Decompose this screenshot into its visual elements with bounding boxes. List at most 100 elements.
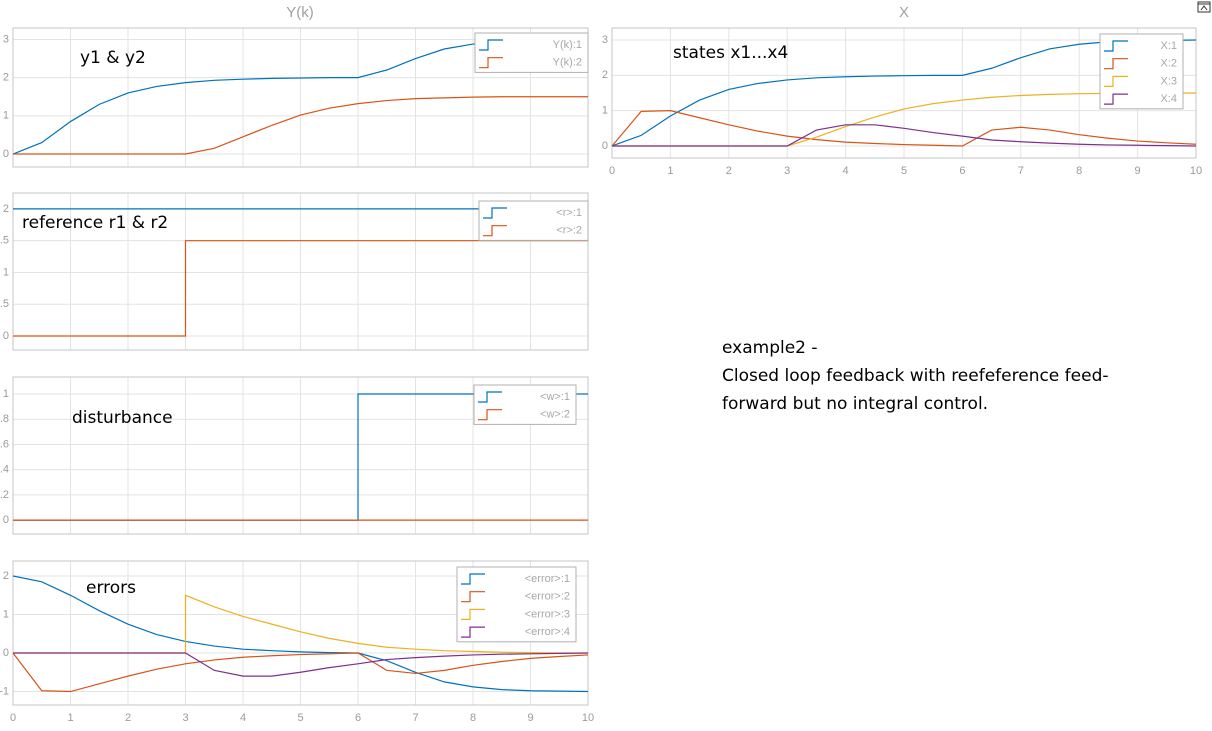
x-tick-label: 7	[1018, 165, 1024, 177]
legend-label: <r>:2	[556, 225, 582, 237]
legend: X:1 X:2 X:3 X:4	[1099, 33, 1184, 110]
legend: <w>:1 <w>:2	[473, 384, 577, 425]
annotation: disturbance	[72, 408, 173, 428]
y-tick-label: .5	[0, 235, 9, 247]
legend-box	[456, 566, 577, 643]
y-tick-label: 1	[3, 388, 9, 400]
x-tick-label: 8	[1076, 165, 1082, 177]
legend-label: Y(k):1	[553, 39, 582, 51]
y-tick-label: 2	[602, 69, 608, 81]
x-tick-label: 4	[843, 165, 849, 177]
legend-swatch	[479, 39, 503, 51]
x-tick-label: 3	[182, 712, 188, 724]
legend-label: X:4	[1160, 93, 1177, 105]
legend-swatch	[461, 608, 485, 620]
legend-label: <error>:4	[525, 626, 570, 638]
legend-label: <w>:2	[540, 409, 570, 421]
series-line	[12, 652, 589, 693]
legend-label: <error>:2	[525, 591, 570, 603]
y-tick-label: .2	[0, 489, 9, 501]
annotation: errors	[86, 578, 136, 598]
y-tick-label: .6	[0, 438, 9, 450]
annotation: states x1...x4	[673, 43, 788, 63]
series-line	[611, 39, 1197, 147]
legend-swatch	[1104, 75, 1128, 87]
x-tick-label: 2	[726, 165, 732, 177]
annotation: reference r1 & r2	[22, 213, 168, 233]
legend-swatch	[1104, 40, 1128, 52]
legend: <error>:1 <error>:2 <error>:3 <error>:4	[456, 566, 577, 643]
series-line	[611, 110, 1197, 147]
legend-swatch	[461, 573, 485, 585]
legend-swatch	[483, 225, 507, 237]
x-tick-label: 3	[784, 165, 790, 177]
legend-swatch	[478, 391, 502, 403]
series-line	[13, 96, 588, 155]
y-tick-label: 3	[3, 33, 9, 45]
x-tick-label: 0	[609, 165, 615, 177]
series-line	[12, 575, 589, 693]
y-tick-label: 1	[3, 110, 9, 122]
legend: <r>:1 <r>:2	[478, 200, 589, 241]
y-tick-label: .8	[0, 413, 9, 425]
x-tick-label: 8	[470, 712, 476, 724]
series-line	[13, 652, 589, 677]
x-tick-label: 10	[582, 712, 594, 724]
plot-frame	[12, 560, 589, 706]
legend-swatch	[1104, 93, 1128, 105]
y-tick-label: .5	[0, 298, 9, 310]
x-tick-label: 7	[412, 712, 418, 724]
legend: Y(k):1 Y(k):2	[474, 32, 589, 73]
legend-label: X:3	[1160, 75, 1177, 87]
x-tick-label: 5	[901, 165, 907, 177]
legend-label: <error>:1	[525, 573, 570, 585]
note-line: forward but no integral control.	[722, 394, 988, 414]
series-line	[13, 240, 588, 337]
y-tick-label: 1	[602, 105, 608, 117]
legend-label: <error>:3	[525, 608, 570, 620]
plot-frame	[12, 192, 589, 351]
legend-swatch	[1104, 58, 1128, 70]
y-tick-label: 0	[602, 140, 608, 152]
x-tick-label: 9	[1135, 165, 1141, 177]
y-tick-label: 2	[3, 203, 9, 215]
legend-label: Y(k):2	[553, 57, 582, 69]
legend-label: <w>:1	[540, 391, 570, 403]
legend-swatch	[461, 591, 485, 603]
legend-swatch	[478, 409, 502, 421]
x-tick-label: 6	[959, 165, 965, 177]
x-tick-label: 1	[67, 712, 73, 724]
series-line	[612, 124, 1197, 147]
legend-swatch	[483, 207, 507, 219]
undock-icon[interactable]	[1197, 1, 1211, 13]
y-tick-label: 2	[3, 72, 9, 84]
y-tick-label: 0	[3, 514, 9, 526]
chart-title: Y(k)	[286, 4, 314, 21]
x-tick-label: 4	[240, 712, 246, 724]
note-line: example2 -	[722, 338, 818, 358]
y-tick-label: -1	[0, 685, 9, 697]
plot-frame	[12, 27, 589, 168]
x-tick-label: 0	[10, 712, 16, 724]
legend-swatch	[461, 626, 485, 638]
x-tick-label: 6	[355, 712, 361, 724]
y-tick-label: .4	[0, 464, 9, 476]
note-line: Closed loop feedback with reefeference f…	[722, 366, 1109, 386]
x-tick-label: 9	[527, 712, 533, 724]
legend-label: <r>:1	[556, 207, 582, 219]
x-tick-label: 2	[125, 712, 131, 724]
chart-title: X	[899, 4, 909, 21]
x-tick-label: 5	[297, 712, 303, 724]
y-tick-label: 3	[602, 34, 608, 46]
y-tick-label: 2	[3, 570, 9, 582]
annotation: y1 & y2	[80, 48, 146, 68]
y-tick-label: 1	[3, 608, 9, 620]
x-tick-label: 1	[667, 165, 673, 177]
y-tick-label: 1	[3, 266, 9, 278]
y-tick-label: 0	[3, 330, 9, 342]
y-tick-label: 0	[3, 647, 9, 659]
legend-label: X:1	[1160, 40, 1177, 52]
y-tick-label: 0	[3, 148, 9, 160]
